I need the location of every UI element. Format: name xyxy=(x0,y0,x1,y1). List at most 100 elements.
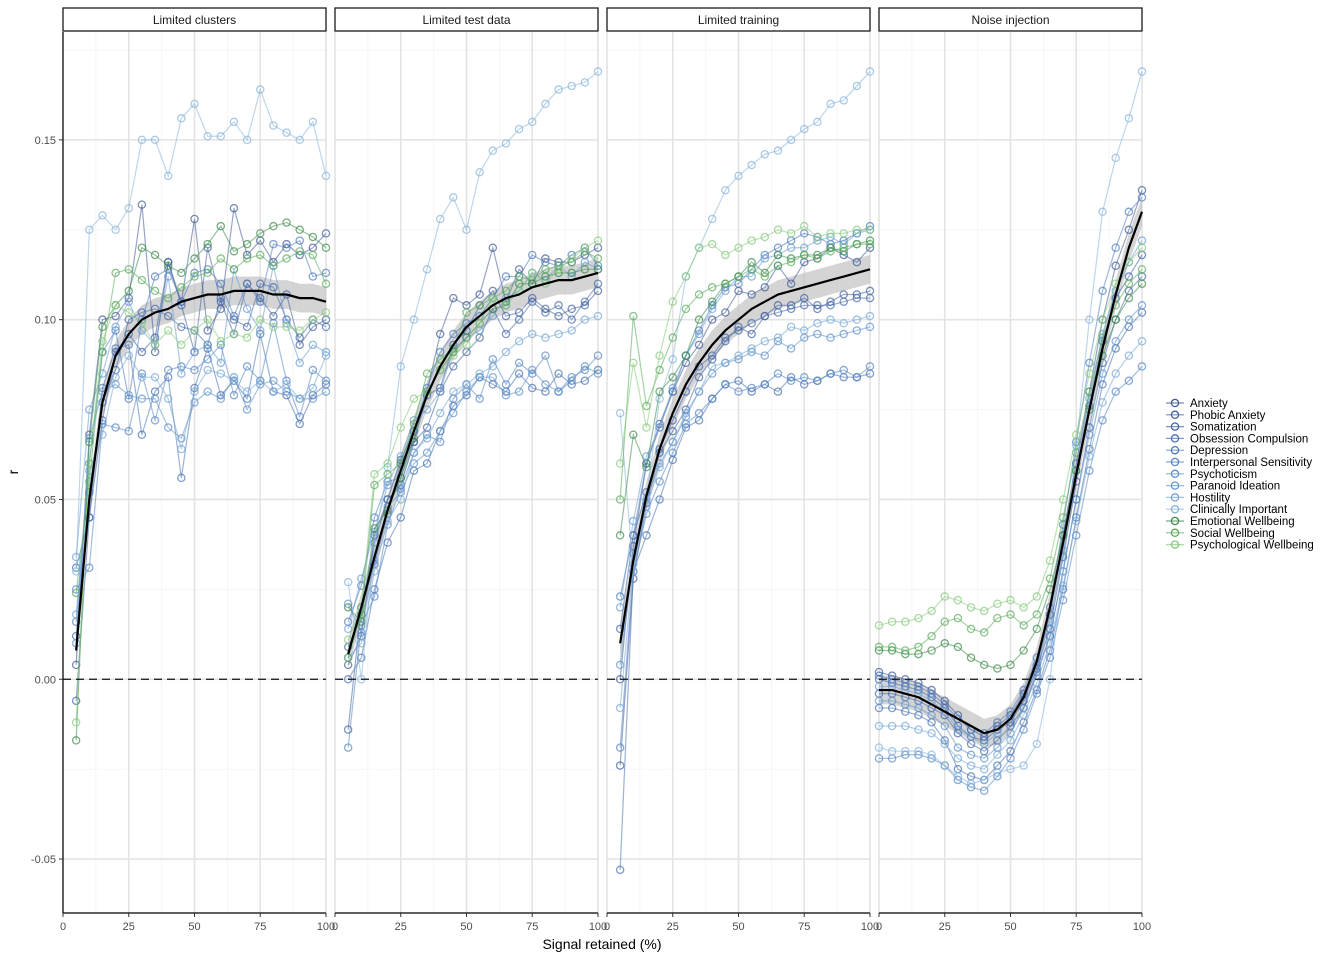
data-point xyxy=(760,232,770,242)
data-point xyxy=(642,462,651,472)
data-point xyxy=(914,642,923,652)
data-point xyxy=(514,315,524,324)
data-point xyxy=(580,297,590,306)
data-point xyxy=(852,326,862,335)
data-point xyxy=(216,358,226,368)
data-point xyxy=(216,132,226,141)
data-point xyxy=(242,322,252,332)
data-point xyxy=(813,376,822,386)
data-point xyxy=(137,347,147,357)
data-point xyxy=(1006,754,1015,763)
panel-3: Limited training xyxy=(606,7,875,913)
data-point xyxy=(567,304,576,314)
data-point xyxy=(1072,430,1081,439)
data-point xyxy=(137,394,147,404)
data-point xyxy=(150,272,160,281)
data-point xyxy=(567,254,576,263)
data-point xyxy=(786,304,796,314)
data-point xyxy=(282,243,291,253)
series-psychoticism xyxy=(71,372,331,648)
data-point xyxy=(927,710,936,720)
y-tick-label: 0.05 xyxy=(35,494,56,506)
data-point xyxy=(321,376,331,386)
data-point xyxy=(295,358,304,368)
data-point xyxy=(501,139,511,148)
data-point xyxy=(786,322,796,332)
data-point xyxy=(1098,398,1107,407)
data-point xyxy=(514,369,524,378)
data-point xyxy=(813,232,822,242)
data-point xyxy=(694,290,704,299)
data-point xyxy=(953,743,963,752)
data-point xyxy=(865,239,875,249)
data-point xyxy=(541,333,550,342)
data-point xyxy=(1124,279,1134,288)
data-point xyxy=(615,865,625,875)
legend-label: Phobic Anxiety xyxy=(1190,410,1266,422)
data-point xyxy=(694,329,704,339)
data-point xyxy=(707,283,717,292)
data-point xyxy=(874,621,884,630)
data-point xyxy=(773,369,783,378)
data-point xyxy=(242,304,252,314)
data-point xyxy=(1019,603,1028,612)
data-point xyxy=(786,243,796,253)
data-point xyxy=(615,531,625,540)
data-point xyxy=(216,221,226,231)
data-point xyxy=(111,322,120,332)
data-point xyxy=(71,736,81,745)
data-point xyxy=(308,117,318,127)
data-point xyxy=(901,746,910,756)
legend-item: Clinically Important xyxy=(1166,504,1288,516)
data-point xyxy=(282,254,291,263)
data-point xyxy=(681,351,691,360)
data-point xyxy=(541,99,550,109)
data-point xyxy=(308,340,318,350)
data-point xyxy=(137,372,147,382)
data-point xyxy=(629,311,638,321)
data-point xyxy=(422,369,432,378)
data-point xyxy=(370,480,379,490)
data-point xyxy=(874,642,884,652)
legend-label: Obsession Compulsion xyxy=(1190,433,1308,445)
data-point xyxy=(580,362,590,371)
data-point xyxy=(137,243,147,253)
data-point xyxy=(914,703,923,713)
data-point xyxy=(927,631,936,641)
legend-item: Hostility xyxy=(1166,492,1231,504)
x-axis-title: Signal retained (%) xyxy=(542,936,661,952)
data-point xyxy=(567,326,576,335)
data-point xyxy=(1019,725,1028,734)
strip-title: Limited clusters xyxy=(153,13,236,27)
x-tick-label: 0 xyxy=(60,921,66,933)
data-point xyxy=(85,225,94,235)
data-point xyxy=(615,603,625,612)
data-point xyxy=(1124,293,1134,303)
data-point xyxy=(979,739,989,749)
data-point xyxy=(163,365,173,375)
legend-label: Psychoticism xyxy=(1190,469,1257,481)
data-point xyxy=(409,448,419,457)
data-point xyxy=(694,408,704,418)
data-point xyxy=(269,283,278,292)
data-point xyxy=(655,365,664,375)
data-point xyxy=(615,408,625,418)
data-point xyxy=(953,642,963,652)
data-point xyxy=(462,308,471,317)
series-line xyxy=(879,312,1143,781)
panels-layer: Limited clusters Limited test data Limited… xyxy=(62,7,1147,913)
x-tick-label: 25 xyxy=(395,921,407,933)
data-point xyxy=(839,365,848,375)
data-point xyxy=(721,308,730,317)
data-point xyxy=(852,225,862,235)
data-point xyxy=(966,750,976,760)
data-point xyxy=(554,369,563,378)
data-point xyxy=(554,265,563,274)
data-point xyxy=(295,326,304,335)
data-point xyxy=(760,351,770,360)
data-point xyxy=(865,67,875,76)
data-point xyxy=(242,362,252,371)
data-point xyxy=(190,99,199,109)
data-point xyxy=(901,721,910,731)
data-point xyxy=(1124,225,1134,235)
